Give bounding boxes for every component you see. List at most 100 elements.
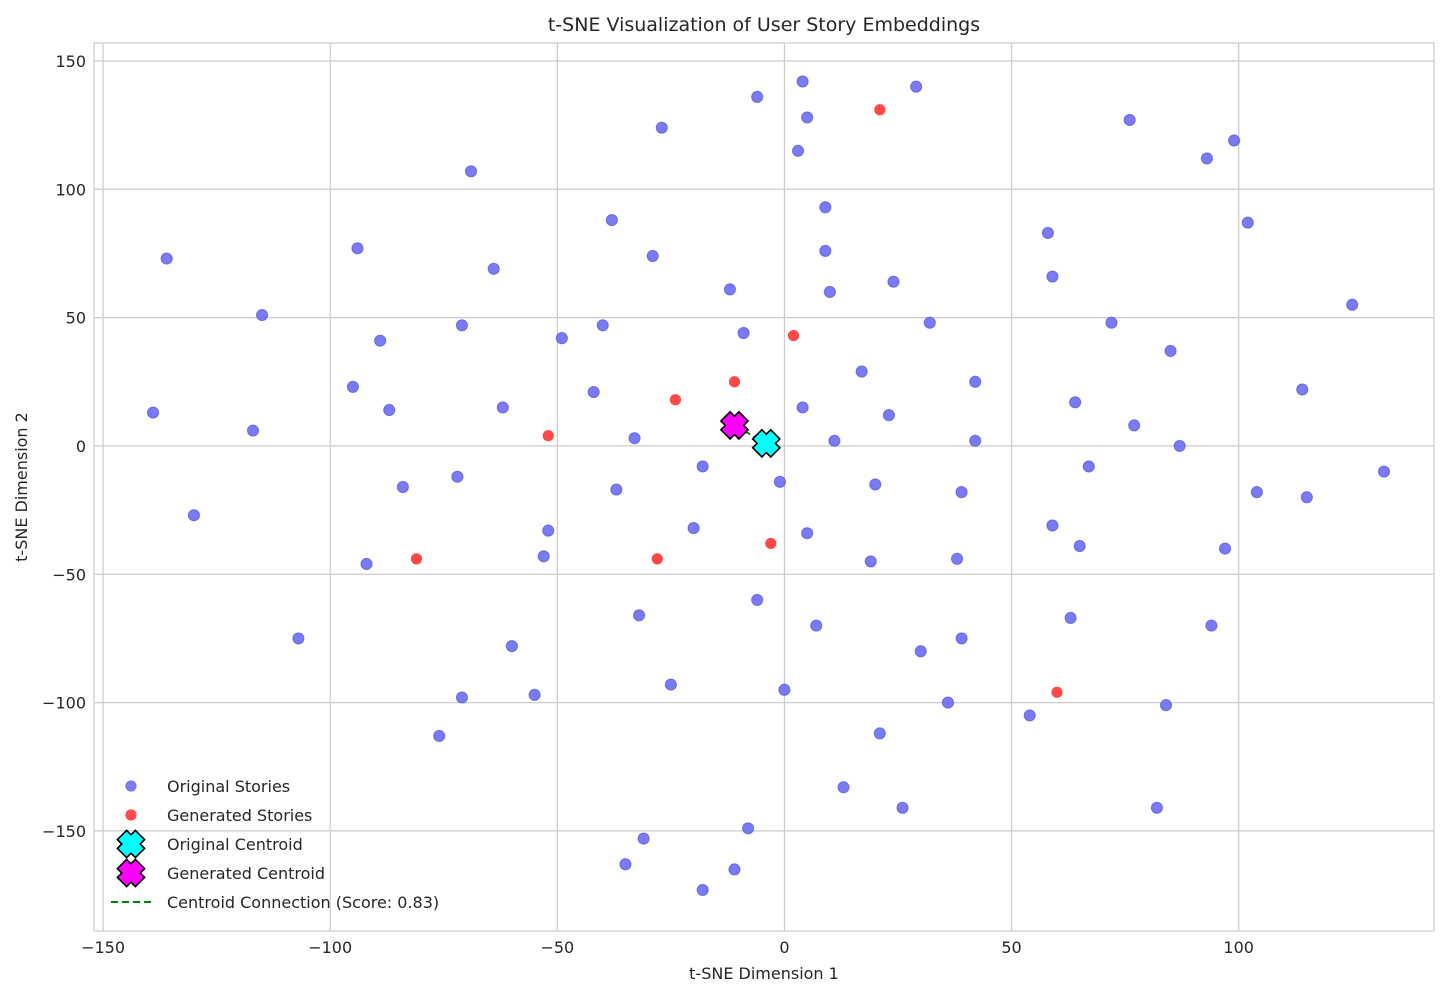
original-stories-point xyxy=(455,319,469,332)
original-stories-point xyxy=(1218,542,1232,555)
original-stories-point xyxy=(528,688,541,701)
original-stories-point xyxy=(855,365,868,378)
original-stories-point xyxy=(914,645,927,658)
original-stories-point xyxy=(864,555,877,568)
original-centroid-marker xyxy=(751,428,782,459)
original-stories-point xyxy=(637,832,650,845)
chart-title: t-SNE Visualization of User Story Embedd… xyxy=(548,14,980,36)
y-tick-label: −50 xyxy=(52,565,86,584)
original-stories-point xyxy=(605,213,618,227)
original-stories-point xyxy=(396,480,409,494)
original-stories-point xyxy=(742,822,755,835)
original-stories-point xyxy=(360,557,373,571)
original-stories-point xyxy=(819,244,832,257)
original-stories-point xyxy=(751,90,764,103)
original-stories-point xyxy=(1128,419,1141,432)
y-tick-label: 100 xyxy=(55,180,86,199)
original-stories-point xyxy=(292,632,305,645)
original-stories-point xyxy=(455,691,469,704)
original-stories-point xyxy=(1046,519,1059,532)
original-stories-point xyxy=(773,475,786,488)
y-tick-label: 150 xyxy=(55,52,86,71)
original-stories-point xyxy=(819,201,832,214)
original-stories-point xyxy=(969,434,982,447)
original-stories-point xyxy=(1123,113,1136,127)
original-stories-point xyxy=(555,332,568,345)
original-stories-point xyxy=(619,858,632,871)
x-tick-label: −50 xyxy=(540,938,574,957)
original-stories-point xyxy=(433,729,446,743)
original-centroid-legend-label: Original Centroid xyxy=(167,835,303,854)
original-stories-point xyxy=(346,380,360,394)
original-stories-point xyxy=(1228,134,1241,147)
original-stories-point xyxy=(1150,801,1164,814)
original-stories-point xyxy=(1296,383,1309,396)
original-stories-point xyxy=(537,550,550,563)
original-stories-point xyxy=(487,262,500,275)
original-centroid-legend-swatch xyxy=(116,829,146,859)
original-stories-point xyxy=(383,403,396,417)
original-stories-point xyxy=(728,863,741,876)
original-stories-point xyxy=(542,524,555,537)
original-stories-point xyxy=(628,432,641,445)
original-stories-point xyxy=(1023,709,1036,722)
generated-stories-point xyxy=(765,537,777,550)
original-stories-point xyxy=(1173,439,1186,453)
original-stories-point xyxy=(810,619,823,632)
original-stories-point xyxy=(496,401,509,414)
x-tick-label: −150 xyxy=(81,938,125,957)
original-stories-point xyxy=(351,242,364,255)
original-stories-point xyxy=(910,80,923,93)
original-stories-point xyxy=(146,406,160,419)
tick-labels: −150 −100 −50 0 50 100 −150 −100 −50 0 50 100 150 xyxy=(42,52,1254,957)
original-stories-point xyxy=(791,144,805,157)
y-tick-label: 50 xyxy=(66,309,86,328)
original-stories-legend-swatch xyxy=(125,780,137,792)
original-stories-point xyxy=(1241,216,1254,229)
legend: Original Stories Generated Stories Origina… xyxy=(111,777,439,912)
y-axis-label: t-SNE Dimension 2 xyxy=(12,412,31,562)
plot-frame xyxy=(93,42,1435,932)
generated-stories-point xyxy=(542,430,554,442)
original-stories-point xyxy=(696,883,709,897)
original-stories-point xyxy=(1046,270,1059,283)
x-tick-label: 50 xyxy=(1001,938,1021,957)
original-stories-point xyxy=(1377,465,1391,478)
original-stories-point xyxy=(882,409,896,422)
x-tick-label: −100 xyxy=(308,938,352,957)
generated-centroid-marker xyxy=(719,410,750,441)
original-stories-point xyxy=(374,334,387,347)
x-axis-label: t-SNE Dimension 1 xyxy=(689,964,839,983)
original-stories-point xyxy=(869,478,882,491)
original-stories-point xyxy=(823,285,836,299)
original-stories-point xyxy=(837,781,850,794)
original-stories-point xyxy=(1300,491,1313,504)
original-stories-point xyxy=(801,527,814,540)
original-stories-point xyxy=(1346,298,1359,311)
original-stories-point xyxy=(646,249,659,263)
original-stories-point xyxy=(955,632,968,645)
original-stories-point xyxy=(505,640,518,653)
original-stories-point xyxy=(751,593,764,607)
original-stories-legend-label: Original Stories xyxy=(167,777,290,796)
original-stories-point xyxy=(655,121,668,134)
y-tick-label: 0 xyxy=(76,437,86,456)
original-stories-point xyxy=(1064,611,1077,624)
original-stories-point xyxy=(778,683,791,696)
generated-stories-point xyxy=(651,553,663,565)
original-stories-point xyxy=(255,308,269,322)
original-stories-point xyxy=(610,483,623,496)
original-stories-point xyxy=(596,319,609,332)
original-stories-point xyxy=(955,486,968,499)
original-stories-point xyxy=(923,316,936,329)
generated-stories-point xyxy=(1051,686,1063,698)
original-stories-point xyxy=(1200,152,1213,165)
original-stories-point xyxy=(1041,226,1054,240)
original-stories-point xyxy=(451,470,464,483)
original-stories-point xyxy=(723,283,737,296)
original-stories-point xyxy=(737,326,750,340)
generated-stories-legend-label: Generated Stories xyxy=(167,806,312,825)
original-stories-point xyxy=(873,727,886,740)
original-stories-point xyxy=(801,111,814,124)
